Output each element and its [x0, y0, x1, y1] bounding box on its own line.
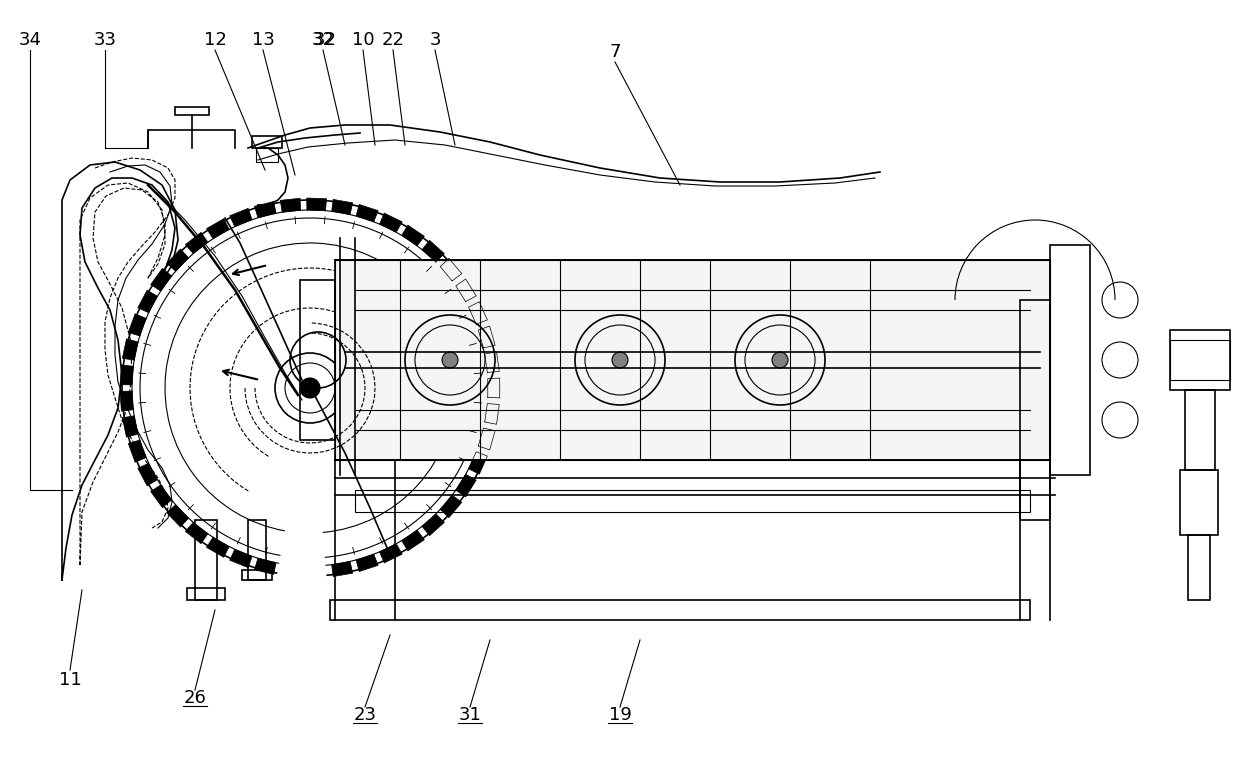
Polygon shape	[166, 505, 188, 527]
Polygon shape	[229, 209, 252, 227]
Polygon shape	[185, 523, 208, 544]
Bar	[1171, 340, 1230, 380]
Bar	[330, 600, 1030, 620]
Polygon shape	[150, 485, 171, 507]
Polygon shape	[207, 537, 229, 557]
Bar	[1050, 245, 1090, 475]
Polygon shape	[331, 562, 352, 577]
Polygon shape	[123, 338, 138, 360]
Text: 13: 13	[252, 31, 274, 49]
Text: 19: 19	[609, 706, 631, 724]
Text: 22: 22	[382, 31, 404, 49]
Text: 33: 33	[93, 31, 117, 49]
Polygon shape	[469, 452, 487, 474]
Bar	[1180, 470, 1218, 535]
Bar	[1171, 330, 1230, 390]
Polygon shape	[356, 554, 378, 571]
Polygon shape	[422, 241, 444, 262]
Circle shape	[773, 352, 787, 368]
Polygon shape	[128, 314, 146, 336]
Polygon shape	[422, 514, 444, 536]
Bar	[175, 107, 210, 115]
Bar	[187, 588, 224, 600]
Polygon shape	[254, 558, 277, 575]
Polygon shape	[456, 474, 476, 497]
Polygon shape	[138, 463, 157, 486]
Text: 12: 12	[203, 31, 227, 49]
Bar	[255, 148, 278, 162]
Polygon shape	[440, 495, 461, 517]
Text: 10: 10	[352, 31, 374, 49]
Polygon shape	[379, 544, 402, 563]
Text: 32: 32	[314, 31, 336, 49]
Bar	[1021, 300, 1050, 520]
Bar	[1188, 535, 1210, 600]
Bar	[335, 260, 1050, 460]
Circle shape	[613, 352, 627, 368]
Polygon shape	[138, 290, 157, 312]
Circle shape	[300, 378, 320, 398]
Circle shape	[441, 352, 458, 368]
Bar	[252, 136, 281, 148]
Polygon shape	[280, 199, 300, 212]
Polygon shape	[479, 326, 495, 348]
Text: 3: 3	[429, 31, 440, 49]
Polygon shape	[306, 198, 326, 211]
Text: 26: 26	[184, 689, 206, 707]
Polygon shape	[456, 279, 476, 302]
Polygon shape	[485, 351, 500, 373]
Text: 7: 7	[609, 43, 621, 61]
Polygon shape	[487, 378, 500, 398]
Bar	[248, 520, 267, 580]
Bar	[355, 490, 1030, 512]
Polygon shape	[469, 302, 487, 324]
Bar	[300, 280, 335, 440]
Polygon shape	[150, 268, 171, 291]
Polygon shape	[229, 549, 252, 568]
Polygon shape	[123, 416, 138, 437]
Polygon shape	[166, 249, 188, 271]
Polygon shape	[207, 219, 229, 238]
Bar	[195, 520, 217, 600]
Text: 31: 31	[459, 706, 481, 724]
Polygon shape	[120, 365, 134, 385]
Polygon shape	[402, 225, 424, 246]
Bar	[242, 570, 272, 580]
Polygon shape	[120, 391, 134, 411]
Text: 34: 34	[19, 31, 41, 49]
Bar	[335, 260, 1050, 460]
Text: 11: 11	[58, 671, 82, 689]
Polygon shape	[356, 205, 378, 222]
Polygon shape	[402, 530, 424, 551]
Polygon shape	[331, 199, 352, 215]
Polygon shape	[440, 258, 461, 281]
Bar	[1185, 390, 1215, 470]
Text: 32: 32	[311, 31, 335, 49]
Polygon shape	[128, 440, 146, 462]
Polygon shape	[479, 428, 495, 450]
Polygon shape	[379, 213, 402, 232]
Text: 23: 23	[353, 706, 377, 724]
Polygon shape	[185, 232, 208, 254]
Polygon shape	[254, 202, 277, 218]
Polygon shape	[485, 403, 500, 424]
